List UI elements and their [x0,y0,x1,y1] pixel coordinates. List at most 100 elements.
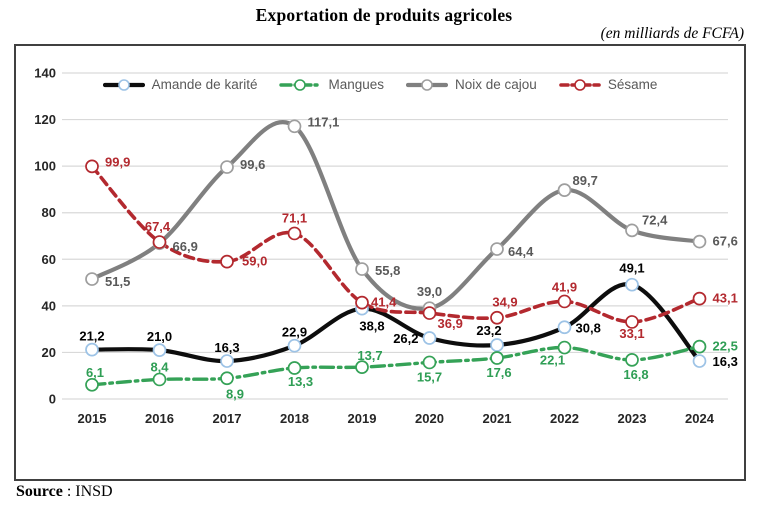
noix-de-cajou-data-label: 66,9 [173,239,198,254]
noix-de-cajou-marker [490,242,504,256]
x-axis-label: 2019 [348,411,377,426]
amande-de-karite-line [89,282,702,364]
amande-de-karite-data-label: 16,3 [214,340,239,355]
mangues-marker [152,372,167,387]
amande-de-karite-marker [692,354,707,368]
amande-de-karite-data-label: 16,3 [713,354,738,369]
legend-item-sesame: Sésame [559,77,658,92]
amande-de-karite-marker [85,342,99,357]
amande-de-karite-data-label: 49,1 [619,261,644,276]
amande-de-karite-data-label: 21,0 [147,329,172,344]
mangues-data-label: 8,9 [226,386,244,401]
legend-line-sample-amande-de-karite [102,78,145,91]
noix-de-cajou-data-label: 89,7 [573,173,598,188]
amande-de-karite-marker [422,331,437,345]
sesame-data-label: 99,9 [105,154,130,169]
sesame-marker [287,226,302,241]
noix-de-cajou-data-label: 117,1 [308,114,340,129]
legend-label: Mangues [328,77,384,92]
legend-item-noix-de-cajou: Noix de cajou [406,77,537,92]
x-axis-label: 2020 [415,411,444,426]
chart-subtitle: (en milliards de FCFA) [600,25,744,42]
amande-de-karite-data-label: 38,8 [359,319,384,334]
mangues-line [90,344,702,387]
sesame-data-label: 36,9 [438,316,463,331]
x-axis-label: 2015 [78,411,107,426]
y-axis-label: 20 [42,345,56,360]
sesame-data-label: 41,9 [552,279,577,294]
source-value: : INSD [66,483,113,500]
mangues-data-label: 6,1 [86,365,104,380]
line-chart: 0 20 40 60 80 100 120 140 2015 2016 2017 2018 2019 20… [34,66,738,427]
legend-line-sample-sesame [559,78,601,91]
x-axis-label: 2021 [483,411,512,426]
sesame-marker [422,306,437,320]
chart-plot-frame: 0 20 40 60 80 100 120 140 2015 2016 2017 2018 2019 20… [14,44,746,481]
mangues-marker [692,339,707,354]
x-axis-label: 2017 [213,411,242,426]
source-note: Source: INSD [16,483,113,501]
mangues-data-label: 17,6 [486,365,511,380]
legend-item-amande-de-karite: Amande de karité [102,77,258,92]
amande-de-karite-data-label: 21,2 [79,329,104,344]
legend-line-sample-mangues [279,78,322,91]
sesame-marker [557,294,572,309]
sesame-line [90,164,702,324]
mangues-data-label: 8,4 [150,359,169,374]
amande-de-karite-data-label: 26,2 [393,331,418,346]
y-axis-label: 40 [42,298,56,313]
amande-de-karite-marker [490,338,504,352]
noix-de-cajou-data-label: 51,5 [105,274,130,289]
mangues-marker [422,355,437,370]
mangues-data-label: 16,8 [623,367,648,382]
sesame-marker [85,159,99,174]
source-label: Source [16,483,63,500]
sesame-marker [625,315,639,329]
sesame-marker [692,291,707,306]
sesame-legend-marker [574,78,586,91]
sesame-marker [355,295,369,310]
y-axis-label: 120 [34,112,56,127]
legend-label: Amande de karité [151,77,258,92]
sesame-data-label: 43,1 [713,291,738,306]
sesame-marker [152,235,167,249]
noix-de-cajou-data-label: 72,4 [642,212,668,227]
amande-de-karite-marker [220,354,234,368]
x-axis-label: 2016 [145,411,174,426]
sesame-marker [220,254,234,269]
mangues-legend-marker [294,78,307,91]
mangues-marker [85,377,99,392]
sesame-data-label: 71,1 [282,210,307,225]
mangues-marker [557,340,572,355]
mangues-marker [220,371,234,386]
noix-de-cajou-legend-marker [421,78,433,91]
mangues-data-label: 13,7 [357,348,382,363]
mangues-data-label: 22,5 [713,339,738,354]
mangues-marker [355,360,369,374]
y-axis-label: 80 [42,205,56,220]
mangues-data-label: 13,3 [288,374,313,389]
noix-de-cajou-data-label: 99,6 [240,157,265,172]
mangues-marker [490,351,504,365]
noix-de-cajou-data-label: 67,6 [713,234,738,249]
amande-de-karite-data-label: 30,8 [576,320,601,335]
noix-de-cajou-data-label: 39,0 [417,284,442,299]
x-axis-label: 2024 [685,411,715,426]
noix-de-cajou-marker [625,223,639,238]
amande-de-karite-data-label: 22,9 [282,325,307,340]
mangues-data-label: 22,1 [540,353,565,368]
mangues-marker [287,361,302,375]
mangues-data-label: 15,7 [417,369,442,384]
sesame-data-label: 33,1 [619,326,644,341]
sesame-data-label: 59,0 [242,254,267,269]
chart-legend: Amande de karité Mangues Noix de cajou Sésa… [16,77,744,92]
legend-item-mangues: Mangues [279,77,384,92]
amande-de-karite-legend-marker [117,78,130,91]
legend-label: Noix de cajou [455,77,537,92]
noix-de-cajou-marker [220,160,234,174]
legend-label: Sésame [607,77,658,92]
noix-de-cajou-marker [85,272,99,286]
sesame-data-label: 34,9 [492,295,517,310]
y-axis-label: 100 [34,159,56,174]
legend-line-sample-noix-de-cajou [406,78,448,91]
